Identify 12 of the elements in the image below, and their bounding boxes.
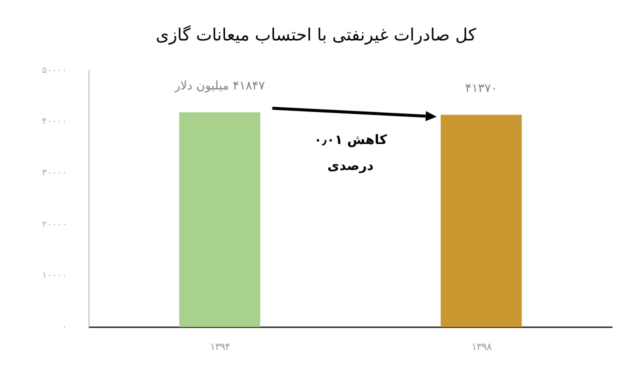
y-tick-label: ۲۰۰۰۰	[42, 218, 67, 229]
chart-title: کل صادرات غیرنفتی با احتساب میعانات گازی	[156, 24, 478, 46]
x-tick-label: ۱۳۹۴	[210, 342, 230, 353]
x-tick-label: ۱۳۹۸	[471, 342, 492, 353]
y-tick-label: ۳۰۰۰۰	[42, 168, 67, 178]
data-label: ۴۱۳۷۰	[465, 80, 498, 95]
annotation: کاهش ۰٫۰۱ درصدی	[312, 132, 388, 176]
data-label: ۴۱۸۴۷ میلیون دلار	[174, 78, 266, 92]
y-tick-label: ۵۰۰۰۰	[42, 64, 67, 75]
y-tick-label: ۱۰۰۰۰	[42, 270, 67, 280]
y-tick-label: ۰	[62, 321, 67, 332]
y-tick-label: ۴۰۰۰۰	[42, 116, 67, 126]
